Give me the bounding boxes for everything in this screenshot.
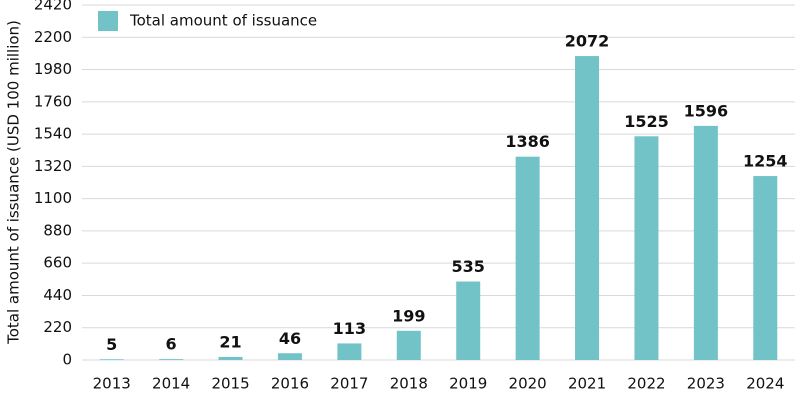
value-label: 1254 [743, 152, 788, 171]
y-tick-label: 220 [43, 318, 72, 336]
y-tick-label: 1320 [34, 157, 72, 175]
legend-swatch [98, 11, 118, 31]
x-tick-label: 2021 [568, 375, 606, 393]
y-tick-label: 1100 [34, 189, 72, 207]
value-label: 535 [452, 257, 485, 276]
bar [99, 359, 124, 360]
x-tick-label: 2016 [271, 375, 309, 393]
x-tick-label: 2024 [746, 375, 784, 393]
value-label: 5 [106, 335, 117, 354]
y-axis-title: Total amount of issuance (USD 100 millio… [5, 20, 23, 345]
value-label: 21 [219, 332, 241, 351]
value-label: 6 [166, 335, 177, 354]
y-tick-label: 1540 [34, 125, 72, 143]
bar [456, 281, 481, 360]
bar [337, 343, 362, 360]
bar [159, 359, 184, 360]
value-label: 1596 [684, 101, 729, 120]
x-tick-label: 2014 [152, 375, 190, 393]
x-tick-label: 2013 [93, 375, 131, 393]
y-tick-label: 2200 [34, 28, 72, 46]
y-tick-label: 2420 [34, 0, 72, 14]
y-tick-label: 0 [62, 351, 72, 369]
legend-label: Total amount of issuance [129, 12, 317, 30]
bar [634, 136, 659, 360]
value-label: 113 [333, 319, 366, 338]
x-tick-label: 2019 [449, 375, 487, 393]
y-tick-label: 660 [43, 254, 72, 272]
x-tick-label: 2015 [211, 375, 249, 393]
bar [693, 125, 718, 360]
y-tick-label: 1980 [34, 60, 72, 78]
value-label: 2072 [565, 32, 610, 51]
bar [218, 356, 243, 360]
value-label: 46 [279, 329, 301, 348]
x-tick-label: 2017 [330, 375, 368, 393]
x-tick-label: 2018 [390, 375, 428, 393]
value-label: 199 [392, 306, 425, 325]
y-tick-label: 440 [43, 286, 72, 304]
bar [396, 330, 421, 360]
bar [277, 353, 302, 360]
x-tick-label: 2023 [687, 375, 725, 393]
bar [515, 156, 540, 360]
value-label: 1525 [624, 112, 669, 131]
value-label: 1386 [505, 132, 550, 151]
x-tick-label: 2022 [627, 375, 665, 393]
bar [575, 56, 600, 360]
y-tick-label: 880 [43, 221, 72, 239]
bar [753, 176, 778, 360]
y-tick-label: 1760 [34, 92, 72, 110]
x-tick-label: 2020 [509, 375, 547, 393]
